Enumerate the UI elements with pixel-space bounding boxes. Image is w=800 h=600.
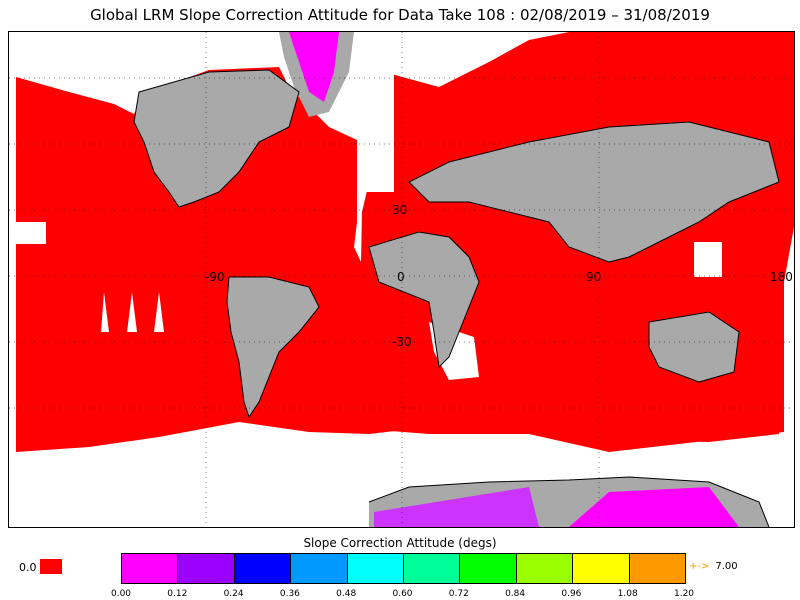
antarctica-values-east	[569, 487, 739, 527]
land-north-america	[134, 70, 299, 207]
colorbar-tick-label: 0.48	[336, 589, 357, 599]
greenland-icecap-values	[289, 32, 339, 102]
colorbar-tick-label: 0.72	[448, 589, 469, 599]
colorbar-tick-label: 0.00	[110, 589, 132, 599]
land-south-america	[227, 277, 319, 417]
ocean-coverage-south-edge	[16, 407, 779, 452]
overflow-value: 7.00	[715, 561, 738, 572]
colorbar-segment	[347, 554, 405, 583]
colorbar-tick-label: 0.60	[392, 589, 413, 599]
map-canvas: -90 0 90 180 30 -30	[9, 32, 794, 527]
coastlines	[133, 69, 780, 527]
zero-value-swatch	[40, 559, 62, 574]
colorbar-title: Slope Correction Attitude (degs)	[303, 536, 497, 550]
longitude-label: 180	[770, 270, 793, 284]
latitude-label: -30	[392, 335, 412, 349]
colorbar-segment	[460, 554, 517, 583]
latitude-label: 30	[392, 203, 407, 217]
world-map: -90 0 90 180 30 -30	[8, 31, 795, 528]
colorbar-tick-label: 1.08	[617, 589, 638, 599]
longitude-label: 90	[586, 270, 601, 284]
colorbar-segment	[234, 554, 292, 583]
antarctica-values-west	[374, 487, 539, 527]
land-eurasia	[409, 122, 779, 262]
colorbar-segment	[404, 554, 461, 583]
nodata-pacific-west	[14, 222, 46, 244]
colorbar-segment	[516, 554, 574, 583]
colorbar-tick-label: 0.84	[505, 589, 526, 599]
colorbar-tick-label: 1.20	[673, 589, 695, 599]
colorbar-segment	[291, 554, 348, 583]
land-australia	[649, 312, 739, 382]
nodata-north-atlantic	[359, 72, 394, 192]
colorbar-tick-label: 0.36	[279, 589, 300, 599]
longitude-label: -90	[205, 270, 225, 284]
nodata-west-pacific	[694, 242, 722, 277]
colorbar-tick-label: 0.12	[167, 589, 188, 599]
colorbar-segment	[122, 554, 179, 583]
colorbar	[121, 553, 686, 584]
nodata-south-pacific-strips	[101, 292, 164, 332]
zero-value-label: 0.0	[19, 561, 37, 574]
colorbar-tick-label: 0.96	[561, 589, 582, 599]
colorbar-segment	[573, 554, 630, 583]
colorbar-tick-label: 0.24	[223, 589, 244, 599]
graticule	[9, 32, 794, 527]
longitude-label: 0	[397, 270, 405, 284]
overflow-indicator: +-> 7.00	[689, 561, 738, 572]
colorbar-segment	[629, 554, 686, 583]
overflow-arrow: +->	[689, 561, 710, 572]
colorbar-segment	[178, 554, 235, 583]
chart-title: Global LRM Slope Correction Attitude for…	[90, 6, 710, 24]
